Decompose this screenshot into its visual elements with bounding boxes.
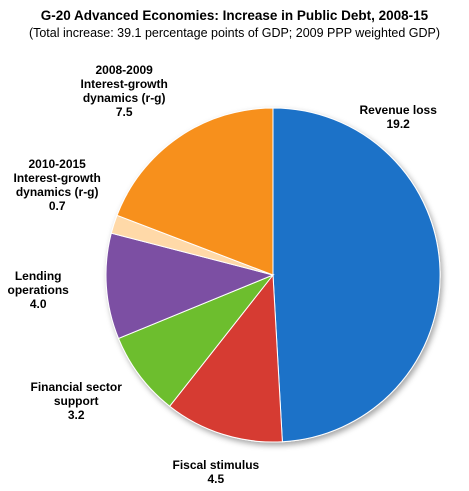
slice-label-0: Revenue loss 19.2 xyxy=(360,103,437,131)
slice-label-line: Financial sector xyxy=(30,380,122,394)
slice-label-line: 2008-2009 xyxy=(95,63,153,77)
slice-label-4: 2010-2015 Interest-growth dynamics (r-g) 0.… xyxy=(14,157,101,213)
slice-value: 19.2 xyxy=(386,117,410,131)
slice-label-line: dynamics (r-g) xyxy=(15,185,99,199)
chart-title: G-20 Advanced Economies: Increase in Pub… xyxy=(40,8,429,23)
slice-label-line: Fiscal stimulus xyxy=(172,458,260,472)
slice-label-line: 2010-2015 xyxy=(28,157,86,171)
slice-value: 7.5 xyxy=(115,105,133,119)
slice-label-line: support xyxy=(53,394,99,408)
slice-label-5: 2008-2009 Interest-growth dynamics (r-g) 7.… xyxy=(81,63,168,119)
slice-label-line: dynamics (r-g) xyxy=(82,91,166,105)
slice-label-2: Financial sector support 3.2 xyxy=(31,380,122,422)
slice-value: 0.7 xyxy=(48,199,66,213)
slice-label-line: Interest-growth xyxy=(80,77,168,91)
slice-label-1: Fiscal stimulus 4.5 xyxy=(173,458,260,486)
pie-slice-3 xyxy=(105,232,275,340)
slice-label-line: Interest-growth xyxy=(13,171,101,185)
slice-value: 4.5 xyxy=(207,472,225,486)
slice-label-3: Lending operations 4.0 xyxy=(8,269,69,311)
pie-slice-0 xyxy=(272,107,441,443)
pie-slice-1 xyxy=(168,273,283,443)
slice-value: 3.2 xyxy=(67,408,85,422)
slice-value: 4.0 xyxy=(29,297,47,311)
slice-label-line: operations xyxy=(7,283,69,297)
pie-slice-5 xyxy=(116,107,274,276)
slice-label-line: Revenue loss xyxy=(359,103,437,117)
chart-subtitle: (Total increase: 39.1 percentage points … xyxy=(28,26,441,40)
slice-label-line: Lending xyxy=(14,269,62,283)
